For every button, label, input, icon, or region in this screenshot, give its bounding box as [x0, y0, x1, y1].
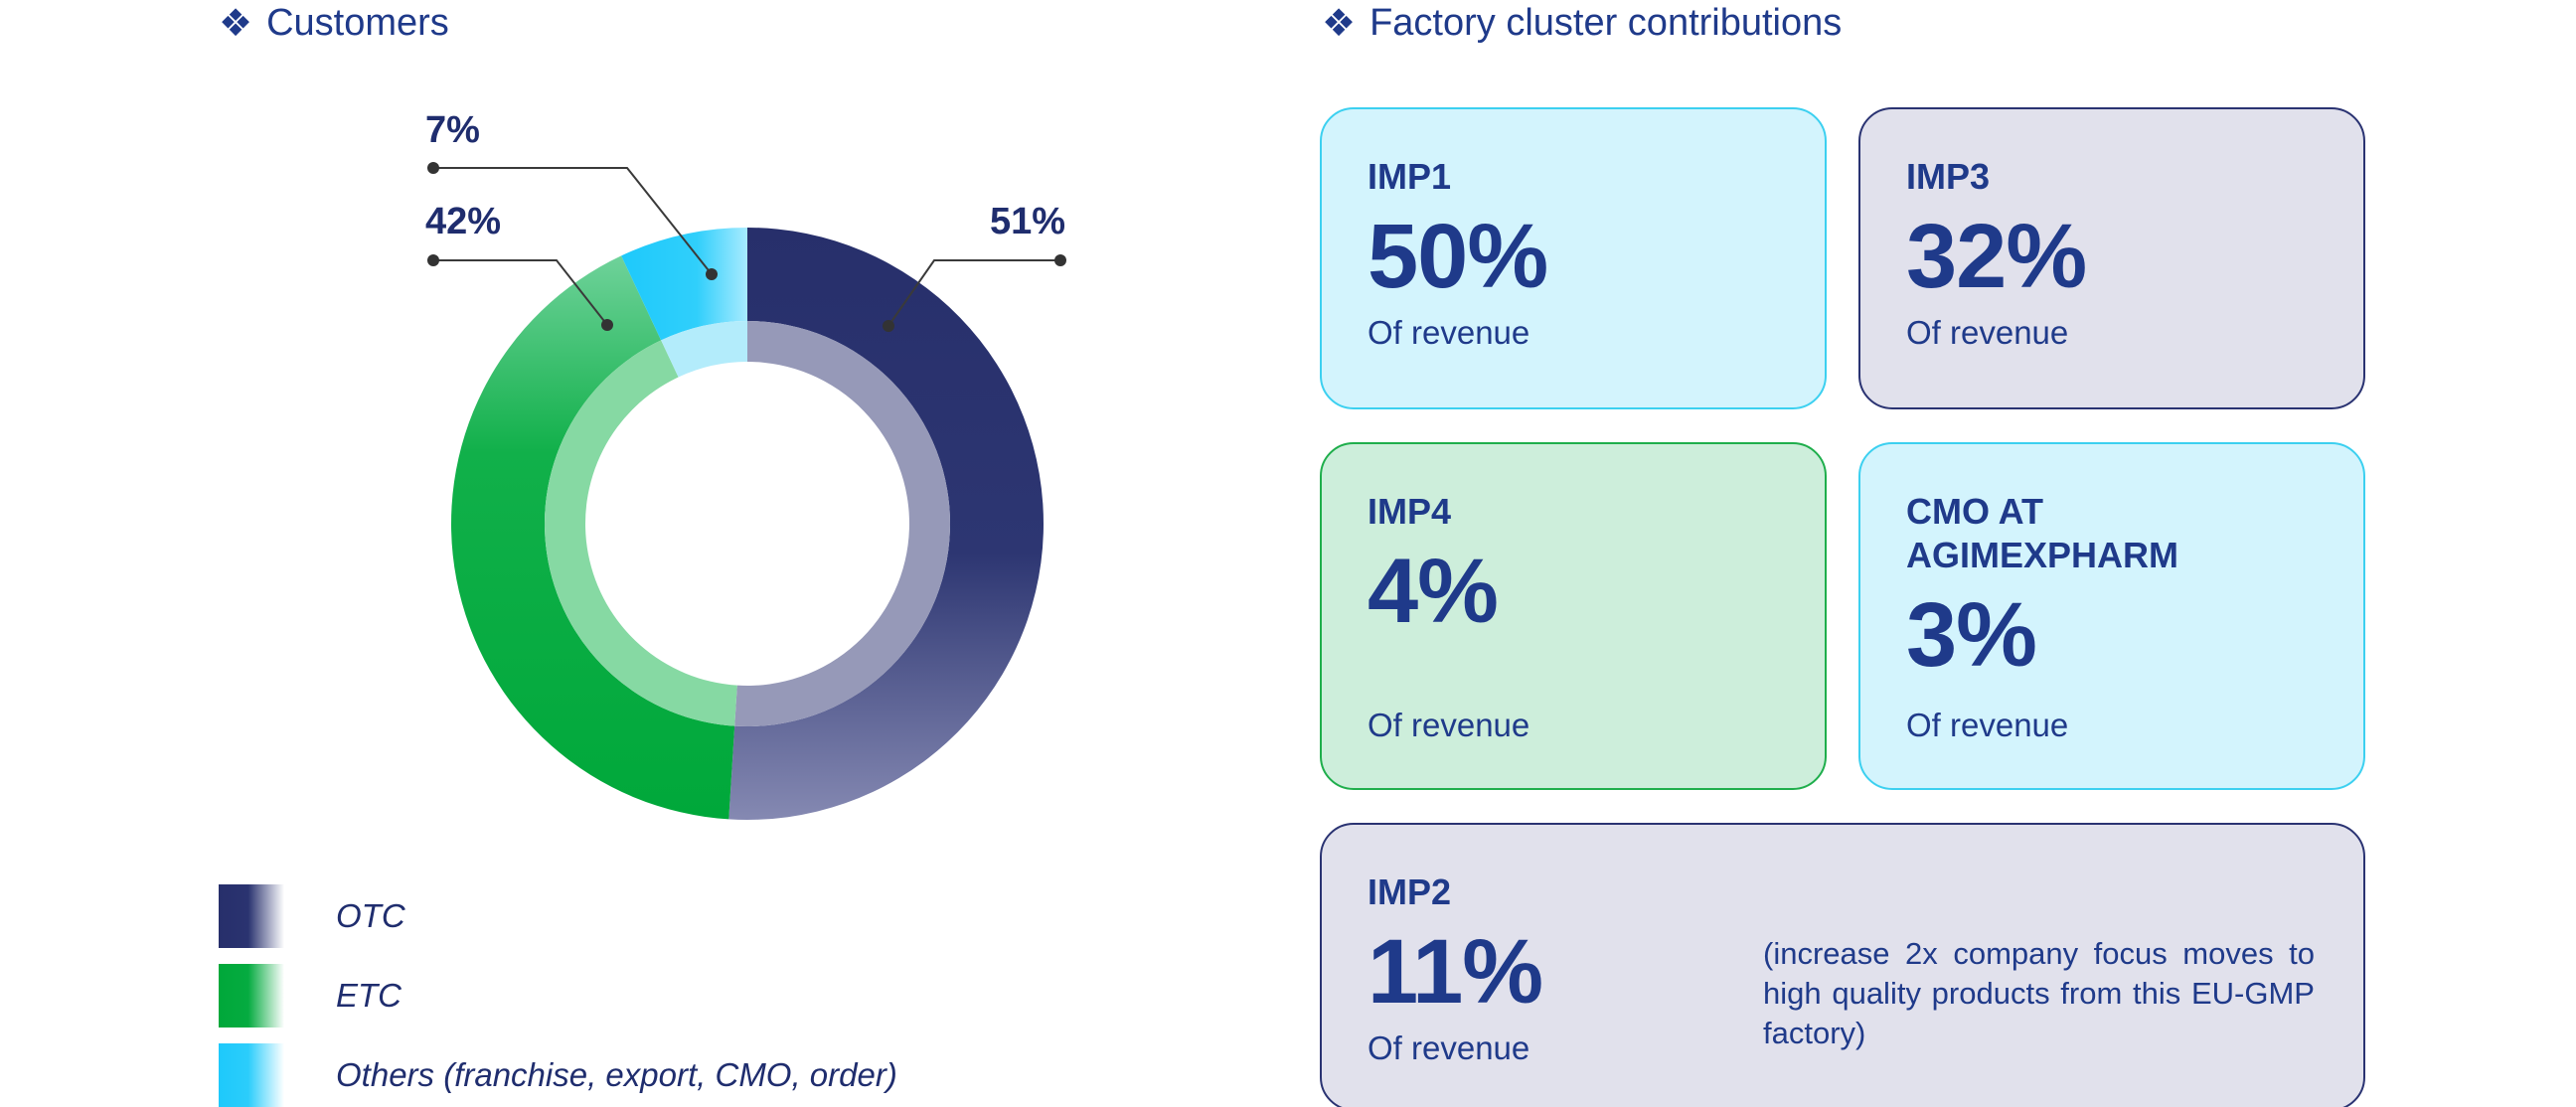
leader-dot-etc-inner	[601, 319, 613, 331]
leader-dot-otc-inner	[883, 320, 894, 332]
leader-line-etc	[433, 259, 608, 326]
diamond-cluster-icon: ❖	[1322, 2, 1357, 45]
card-cmo-value: 3%	[1906, 584, 2037, 686]
customers-donut-chart: 51% 42% 7%	[425, 109, 1066, 820]
card-cmo: CMO AT AGIMEXPHARM 3% Of revenue	[1858, 442, 2365, 790]
slice-etc	[451, 255, 735, 820]
leader-dot-otc-outer	[1054, 254, 1066, 266]
legend-swatch-etc	[219, 964, 284, 1028]
card-imp3-value: 32%	[1906, 206, 2087, 307]
card-imp2-subtitle: Of revenue	[1368, 1029, 1530, 1066]
leader-dot-etc-outer	[427, 254, 439, 266]
label-etc-pct: 42%	[425, 201, 501, 242]
card-imp2-name: IMP2	[1368, 871, 1452, 912]
leader-dot-others-inner	[706, 268, 718, 280]
card-imp4-subtitle: Of revenue	[1368, 707, 1530, 743]
diamond-cluster-icon: ❖	[219, 2, 253, 45]
label-others-pct: 7%	[425, 109, 480, 151]
card-imp3-subtitle: Of revenue	[1906, 314, 2069, 351]
legend-item-others: Others (franchise, export, CMO, order)	[219, 1043, 897, 1107]
leader-line-others	[433, 167, 713, 275]
factory-section-title: ❖ Factory cluster contributions	[1322, 2, 1842, 45]
inner-ring-others	[661, 321, 747, 378]
leader-dot-others-outer	[427, 162, 439, 174]
card-imp4-name: IMP4	[1368, 491, 1452, 532]
card-imp2-value: 11%	[1368, 921, 1543, 1023]
legend-label-otc: OTC	[336, 897, 405, 934]
card-imp1-value: 50%	[1368, 206, 1548, 307]
card-imp2: IMP2 11% Of revenue (increase 2x company…	[1320, 823, 2365, 1107]
leader-line-otc	[887, 259, 1060, 327]
card-imp3: IMP3 32% Of revenue	[1858, 107, 2365, 409]
card-imp4: IMP4 4% Of revenue	[1320, 442, 1827, 790]
slice-others	[621, 228, 747, 341]
inner-ring-etc	[545, 340, 737, 726]
card-imp2-note: (increase 2x company focus moves to high…	[1763, 936, 2315, 1050]
card-imp3-name: IMP3	[1906, 156, 1991, 197]
legend-label-etc: ETC	[336, 977, 402, 1014]
card-imp1: IMP1 50% Of revenue	[1320, 107, 1827, 409]
card-cmo-name: CMO AT AGIMEXPHARM	[1906, 491, 2179, 575]
legend-item-etc: ETC	[219, 964, 402, 1028]
legend-item-otc: OTC	[219, 884, 405, 948]
card-cmo-subtitle: Of revenue	[1906, 707, 2069, 743]
legend-swatch-otc	[219, 884, 284, 948]
inner-ring-otc	[734, 321, 950, 726]
slice-otc	[728, 228, 1044, 820]
factory-title-text: Factory cluster contributions	[1369, 2, 1843, 44]
label-otc-pct: 51%	[990, 201, 1065, 242]
customers-title-text: Customers	[266, 2, 449, 44]
card-imp4-value: 4%	[1368, 541, 1499, 642]
legend-swatch-others	[219, 1043, 284, 1107]
legend-label-others: Others (franchise, export, CMO, order)	[336, 1056, 897, 1093]
customers-section-title: ❖ Customers	[219, 2, 449, 45]
card-imp1-subtitle: Of revenue	[1368, 314, 1530, 351]
card-imp1-name: IMP1	[1368, 156, 1452, 197]
